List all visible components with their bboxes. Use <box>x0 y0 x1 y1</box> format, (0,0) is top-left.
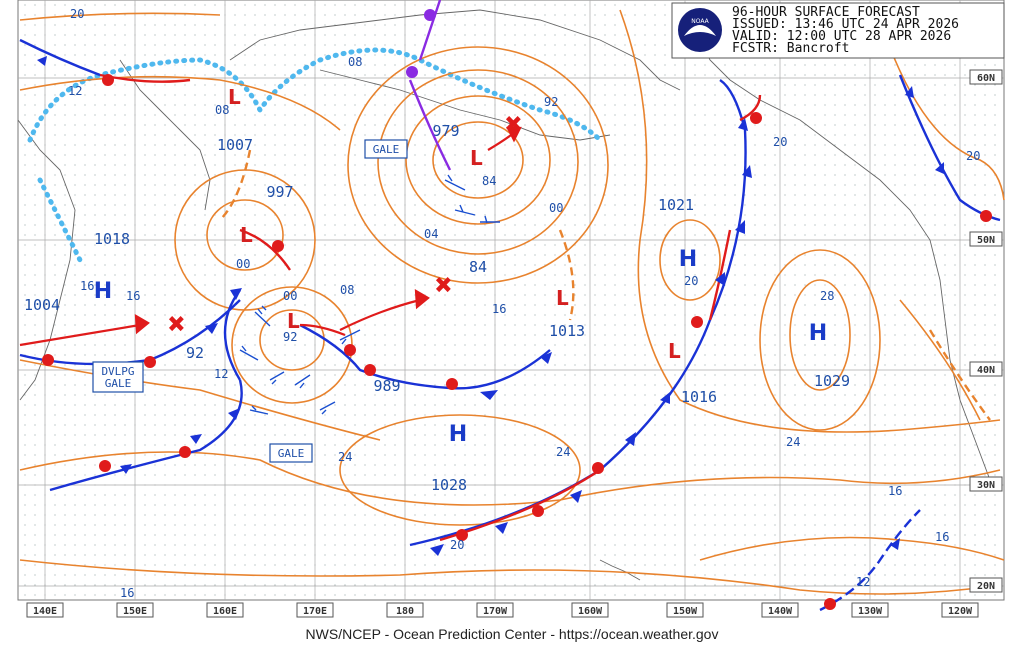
svg-text:12: 12 <box>68 84 82 98</box>
high-centers: H 1018 H 1021 H 1029 H 1028 <box>94 196 850 494</box>
svg-text:00: 00 <box>236 257 250 271</box>
lat-label: 60N <box>977 73 995 84</box>
lon-label: 150W <box>673 606 698 617</box>
wind-barbs <box>239 174 500 415</box>
svg-text:16: 16 <box>888 484 902 498</box>
high-pressure: 1028 <box>431 476 467 494</box>
high-letter: H <box>94 279 112 304</box>
isobar-labels: 20 12 08 08 92 00 04 84 84 16 00 20 20 2… <box>68 7 980 600</box>
lat-label: 20N <box>977 581 995 592</box>
low-letter: L <box>470 146 483 170</box>
low-pressure: 989 <box>373 377 400 395</box>
svg-text:12: 12 <box>856 575 870 589</box>
ice-edge <box>27 47 603 143</box>
gale-label: GALE <box>373 143 400 156</box>
lon-label: 140W <box>768 606 793 617</box>
lon-label: 120W <box>948 606 973 617</box>
header-valid: VALID: 12:00 UTC 28 APR 2026 <box>732 29 951 44</box>
lon-label: 140E <box>33 606 57 617</box>
low-pressure: 1016 <box>681 388 717 406</box>
header-forecaster: FCSTR: Bancroft <box>732 41 849 56</box>
svg-text:84: 84 <box>482 174 496 188</box>
svg-text:24: 24 <box>786 435 800 449</box>
svg-text:92: 92 <box>186 344 204 362</box>
lon-label: 170E <box>303 606 327 617</box>
header-box: NOAA 96-HOUR SURFACE FORECAST ISSUED: 13… <box>671 2 1005 59</box>
svg-text:20: 20 <box>773 135 787 149</box>
svg-text:00: 00 <box>549 201 563 215</box>
isobars <box>19 9 1005 595</box>
low-letter: L <box>240 223 253 247</box>
lon-label: 130W <box>858 606 883 617</box>
svg-text:08: 08 <box>348 55 362 69</box>
svg-text:20: 20 <box>966 149 980 163</box>
svg-text:×: × <box>505 111 522 135</box>
ice-edge-south <box>37 177 83 263</box>
latitude-labels: 60N 50N 40N 30N 20N <box>969 69 1003 593</box>
svg-text:16: 16 <box>492 302 506 316</box>
lon-label: 160E <box>213 606 237 617</box>
svg-text:×: × <box>435 272 452 296</box>
svg-text:92: 92 <box>544 95 558 109</box>
low-pressure: 997 <box>266 183 293 201</box>
warning-boxes: GALE GALE DVLPG GALE <box>92 139 408 463</box>
high-pressure: 1018 <box>94 230 130 248</box>
low-centers: L 1007 L 997 L 979 L 989 L 1013 L 1016 1… <box>24 85 717 406</box>
dvlpg-gale-label-2: GALE <box>105 377 132 390</box>
coastlines <box>17 9 991 581</box>
svg-text:×: × <box>168 311 185 335</box>
high-pressure: 1021 <box>658 196 694 214</box>
high-letter: H <box>449 422 467 447</box>
lon-label: 170W <box>483 606 508 617</box>
svg-text:24: 24 <box>338 450 352 464</box>
header-title: 96-HOUR SURFACE FORECAST <box>732 5 920 20</box>
low-pressure: 1013 <box>549 322 585 340</box>
footer-credit: NWS/NCEP - Ocean Prediction Center - htt… <box>305 626 719 642</box>
high-letter: H <box>809 321 827 346</box>
svg-text:20: 20 <box>70 7 84 21</box>
svg-text:16: 16 <box>126 289 140 303</box>
lon-label: 150E <box>123 606 147 617</box>
lon-label: 160W <box>578 606 603 617</box>
low-pressure: 979 <box>432 122 459 140</box>
low-letter: L <box>228 85 241 109</box>
lat-label: 30N <box>977 480 995 491</box>
svg-text:16: 16 <box>935 530 949 544</box>
low-pressure: 1004 <box>24 296 60 314</box>
low-letter: L <box>287 309 300 333</box>
svg-text:20: 20 <box>450 538 464 552</box>
low-letter: L <box>556 286 569 310</box>
svg-text:12: 12 <box>214 367 228 381</box>
svg-text:28: 28 <box>820 289 834 303</box>
lon-label: 180 <box>396 606 414 617</box>
high-letter: H <box>679 247 697 272</box>
storm-tracks: × × × <box>19 110 523 347</box>
longitude-labels: 140E 150E 160E 170E 180 170W 160W 150W 140W 130W 1… <box>26 602 979 618</box>
header-issued: ISSUED: 13:46 UTC 24 APR 2026 <box>732 17 959 32</box>
svg-text:08: 08 <box>340 283 354 297</box>
low-pressure: 1007 <box>217 136 253 154</box>
svg-text:08: 08 <box>215 103 229 117</box>
gale-label: GALE <box>278 447 305 460</box>
svg-text:00: 00 <box>283 289 297 303</box>
svg-text:20: 20 <box>684 274 698 288</box>
chart-frame <box>17 0 1005 601</box>
lat-label: 40N <box>977 365 995 376</box>
noaa-logo-text: NOAA <box>691 18 709 25</box>
svg-text:04: 04 <box>424 227 438 241</box>
svg-text:16: 16 <box>80 279 94 293</box>
svg-text:16: 16 <box>120 586 134 600</box>
svg-text:84: 84 <box>469 258 487 276</box>
lat-label: 50N <box>977 235 995 246</box>
front-symbols <box>37 9 992 610</box>
svg-text:24: 24 <box>556 445 570 459</box>
dvlpg-gale-label-1: DVLPG <box>101 365 134 378</box>
low-letter: L <box>668 339 681 363</box>
svg-text:92: 92 <box>283 330 297 344</box>
high-pressure: 1029 <box>814 372 850 390</box>
